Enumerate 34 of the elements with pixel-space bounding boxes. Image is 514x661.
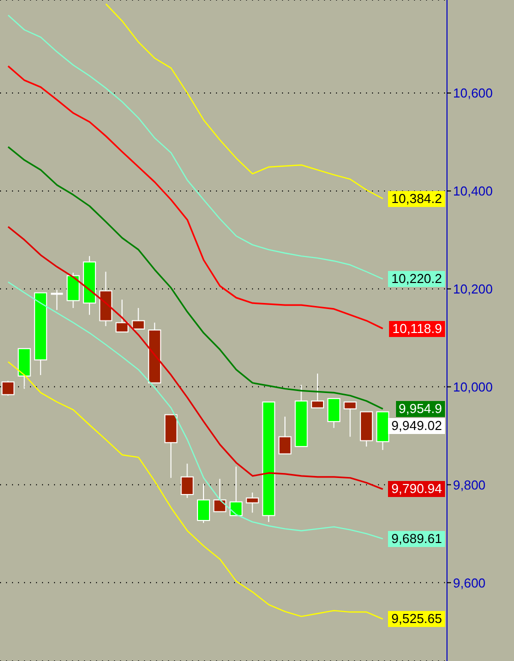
y-tick-label: 9,800 [453,477,486,492]
line-series [105,3,384,200]
candlestick [344,401,357,438]
candlestick [197,483,210,524]
candlestick [50,289,64,310]
y-tick-label: 10,600 [453,86,493,101]
price-tag: 9,525.65 [388,611,445,628]
line-series [7,146,384,410]
candlestick [2,380,14,396]
candlestick [311,373,324,408]
y-tick-label: 10,000 [453,379,493,394]
y-tick-label: 9,600 [453,575,486,590]
candlestick [278,416,292,454]
y-tick-label: 10,200 [453,281,493,296]
price-tag: 9,790.94 [388,481,445,498]
candlestick [230,466,243,516]
price-tag: 9,954.9 [396,400,445,417]
price-tag: 10,118.9 [389,320,445,337]
price-tag: 9,949.02 [388,418,445,434]
price-tag: 10,220.2 [388,270,445,287]
candlestick [116,299,129,332]
candlestick [327,398,340,428]
price-tag: 10,384.2 [388,190,445,207]
y-tick-label: 10,400 [453,184,493,199]
line-series [8,361,384,620]
line-series [8,281,384,540]
line-series [8,14,384,280]
candlestick [213,478,226,512]
line-series [7,226,384,490]
candlestick [246,492,259,514]
line-series [7,65,384,330]
candlestick [180,463,194,498]
candlestick [132,307,145,330]
price-tag: 9,689.61 [388,530,445,547]
